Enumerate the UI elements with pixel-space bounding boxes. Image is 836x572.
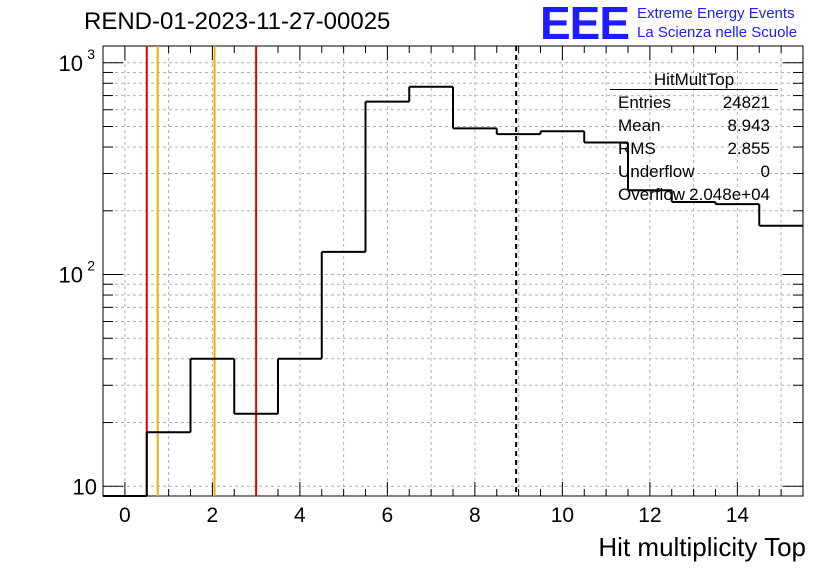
y-tick-label: 10 bbox=[73, 474, 97, 499]
stats-label: Overflow bbox=[618, 185, 686, 204]
x-tick-label: 6 bbox=[382, 504, 394, 527]
marker-lines bbox=[145, 46, 518, 496]
stats-value: 8.943 bbox=[727, 116, 770, 135]
stats-label: Entries bbox=[618, 93, 671, 112]
stats-title: HitMultTop bbox=[653, 70, 735, 89]
stats-row-entries: Entries 24821 bbox=[610, 93, 770, 115]
x-axis-label: Hit multiplicity Top bbox=[598, 532, 806, 562]
y-tick-label: 10 bbox=[59, 51, 83, 76]
chart-title: REND-01-2023-11-27-00025 bbox=[84, 8, 391, 35]
x-tick-label: 0 bbox=[119, 504, 131, 527]
stats-divider bbox=[610, 89, 778, 90]
stats-value: 2.855 bbox=[727, 139, 770, 158]
stats-label: RMS bbox=[618, 139, 656, 158]
logo-caption-1: Extreme Energy Events bbox=[637, 5, 795, 22]
x-tick-label: 4 bbox=[294, 504, 306, 527]
stats-value: 2.048e+04 bbox=[689, 185, 770, 204]
y-tick-exponent: 2 bbox=[87, 258, 95, 274]
x-tick-label: 14 bbox=[726, 504, 750, 527]
x-tick-label: 10 bbox=[551, 504, 574, 527]
stats-row-rms: RMS 2.855 bbox=[610, 139, 770, 161]
eee-logo: EEE bbox=[540, 0, 630, 49]
stats-row-overflow: Overflow 2.048e+04 bbox=[610, 185, 770, 207]
stats-row-mean: Mean 8.943 bbox=[610, 116, 770, 138]
histogram-series bbox=[103, 85, 803, 497]
x-tick-label: 8 bbox=[469, 504, 481, 527]
x-tick-label: 12 bbox=[638, 504, 661, 527]
stats-value: 24821 bbox=[722, 93, 770, 112]
y-tick-label: 10 bbox=[59, 263, 83, 288]
stats-label: Underflow bbox=[618, 162, 695, 181]
logo-caption-2: La Scienza nelle Scuole bbox=[637, 24, 798, 41]
y-tick-exponent: 3 bbox=[87, 46, 95, 62]
stats-value: 0 bbox=[760, 162, 770, 181]
stats-label: Mean bbox=[618, 116, 661, 135]
stats-row-underflow: Underflow 0 bbox=[610, 162, 770, 184]
x-tick-label: 2 bbox=[207, 504, 219, 527]
axes-layer bbox=[102, 45, 804, 497]
